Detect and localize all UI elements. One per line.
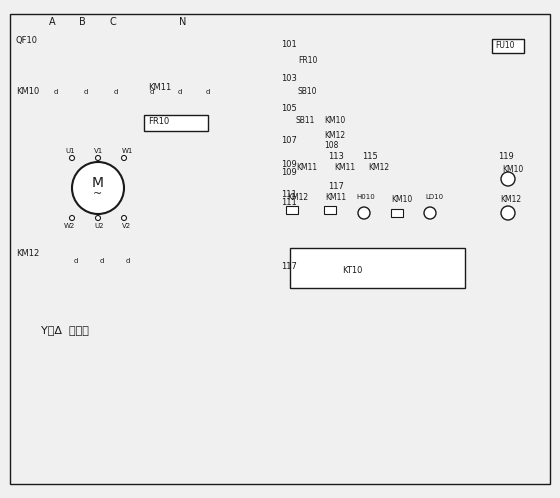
Text: KM11: KM11 [296,162,317,171]
Text: FR10: FR10 [148,117,169,125]
Text: SB10: SB10 [298,87,318,96]
Text: KM11: KM11 [325,193,346,202]
Text: C: C [109,17,116,27]
Text: B: B [79,17,86,27]
Text: FU10: FU10 [495,40,515,49]
Circle shape [501,206,515,220]
Text: d: d [54,89,58,95]
Circle shape [122,155,127,160]
Text: 111: 111 [281,198,297,207]
Text: KM12: KM12 [287,193,308,202]
Text: 105: 105 [281,104,297,113]
Circle shape [501,172,515,186]
Text: 117: 117 [281,261,297,270]
Text: KM12: KM12 [500,195,521,204]
Text: 111: 111 [281,190,297,199]
Text: KM12: KM12 [16,249,39,257]
Text: KM10: KM10 [391,195,412,204]
Circle shape [72,162,124,214]
Text: d: d [126,258,130,264]
Text: LD10: LD10 [425,194,443,200]
Circle shape [96,155,100,160]
Text: KM10: KM10 [502,164,523,173]
Text: W2: W2 [64,223,75,229]
Text: d: d [206,89,211,95]
Text: SB11: SB11 [296,116,315,124]
Text: d: d [114,89,118,95]
Text: W1: W1 [122,148,133,154]
Text: ~: ~ [94,189,102,199]
Text: KM11: KM11 [334,162,355,171]
Circle shape [358,207,370,219]
Text: 113: 113 [328,151,344,160]
Text: H010: H010 [356,194,375,200]
Text: M: M [92,176,104,190]
Text: A: A [49,17,55,27]
Text: 108: 108 [324,140,338,149]
Text: d: d [84,89,88,95]
Text: 109: 109 [281,159,297,168]
Text: d: d [150,89,155,95]
Text: 107: 107 [281,135,297,144]
Text: 109: 109 [281,167,297,176]
Text: KM12: KM12 [324,130,345,139]
Circle shape [69,216,74,221]
Text: 103: 103 [281,74,297,83]
Bar [391,209,403,217]
Text: 101: 101 [281,39,297,48]
Bar [290,248,465,288]
Circle shape [424,207,436,219]
Text: KM11: KM11 [148,83,171,92]
Text: U2: U2 [94,223,104,229]
Text: V2: V2 [122,223,131,229]
Text: 115: 115 [362,151,378,160]
Circle shape [69,155,74,160]
Text: KM10: KM10 [324,116,346,124]
Bar [324,206,336,214]
Bar [144,115,208,131]
Bar [286,206,298,214]
Text: 119: 119 [498,151,514,160]
Text: KT10: KT10 [342,265,362,274]
Text: U1: U1 [65,148,74,154]
Text: KM12: KM12 [368,162,389,171]
Text: d: d [178,89,183,95]
Text: 117: 117 [328,181,344,191]
Text: d: d [100,258,104,264]
Bar [492,39,524,53]
Text: N: N [179,17,186,27]
Text: d: d [74,258,78,264]
Circle shape [96,216,100,221]
Text: QF10: QF10 [16,35,38,44]
Text: FR10: FR10 [298,55,318,65]
Text: KM10: KM10 [16,87,39,96]
Text: Y－Δ  起动柜: Y－Δ 起动柜 [41,325,89,335]
Circle shape [122,216,127,221]
Text: V1: V1 [94,148,103,154]
